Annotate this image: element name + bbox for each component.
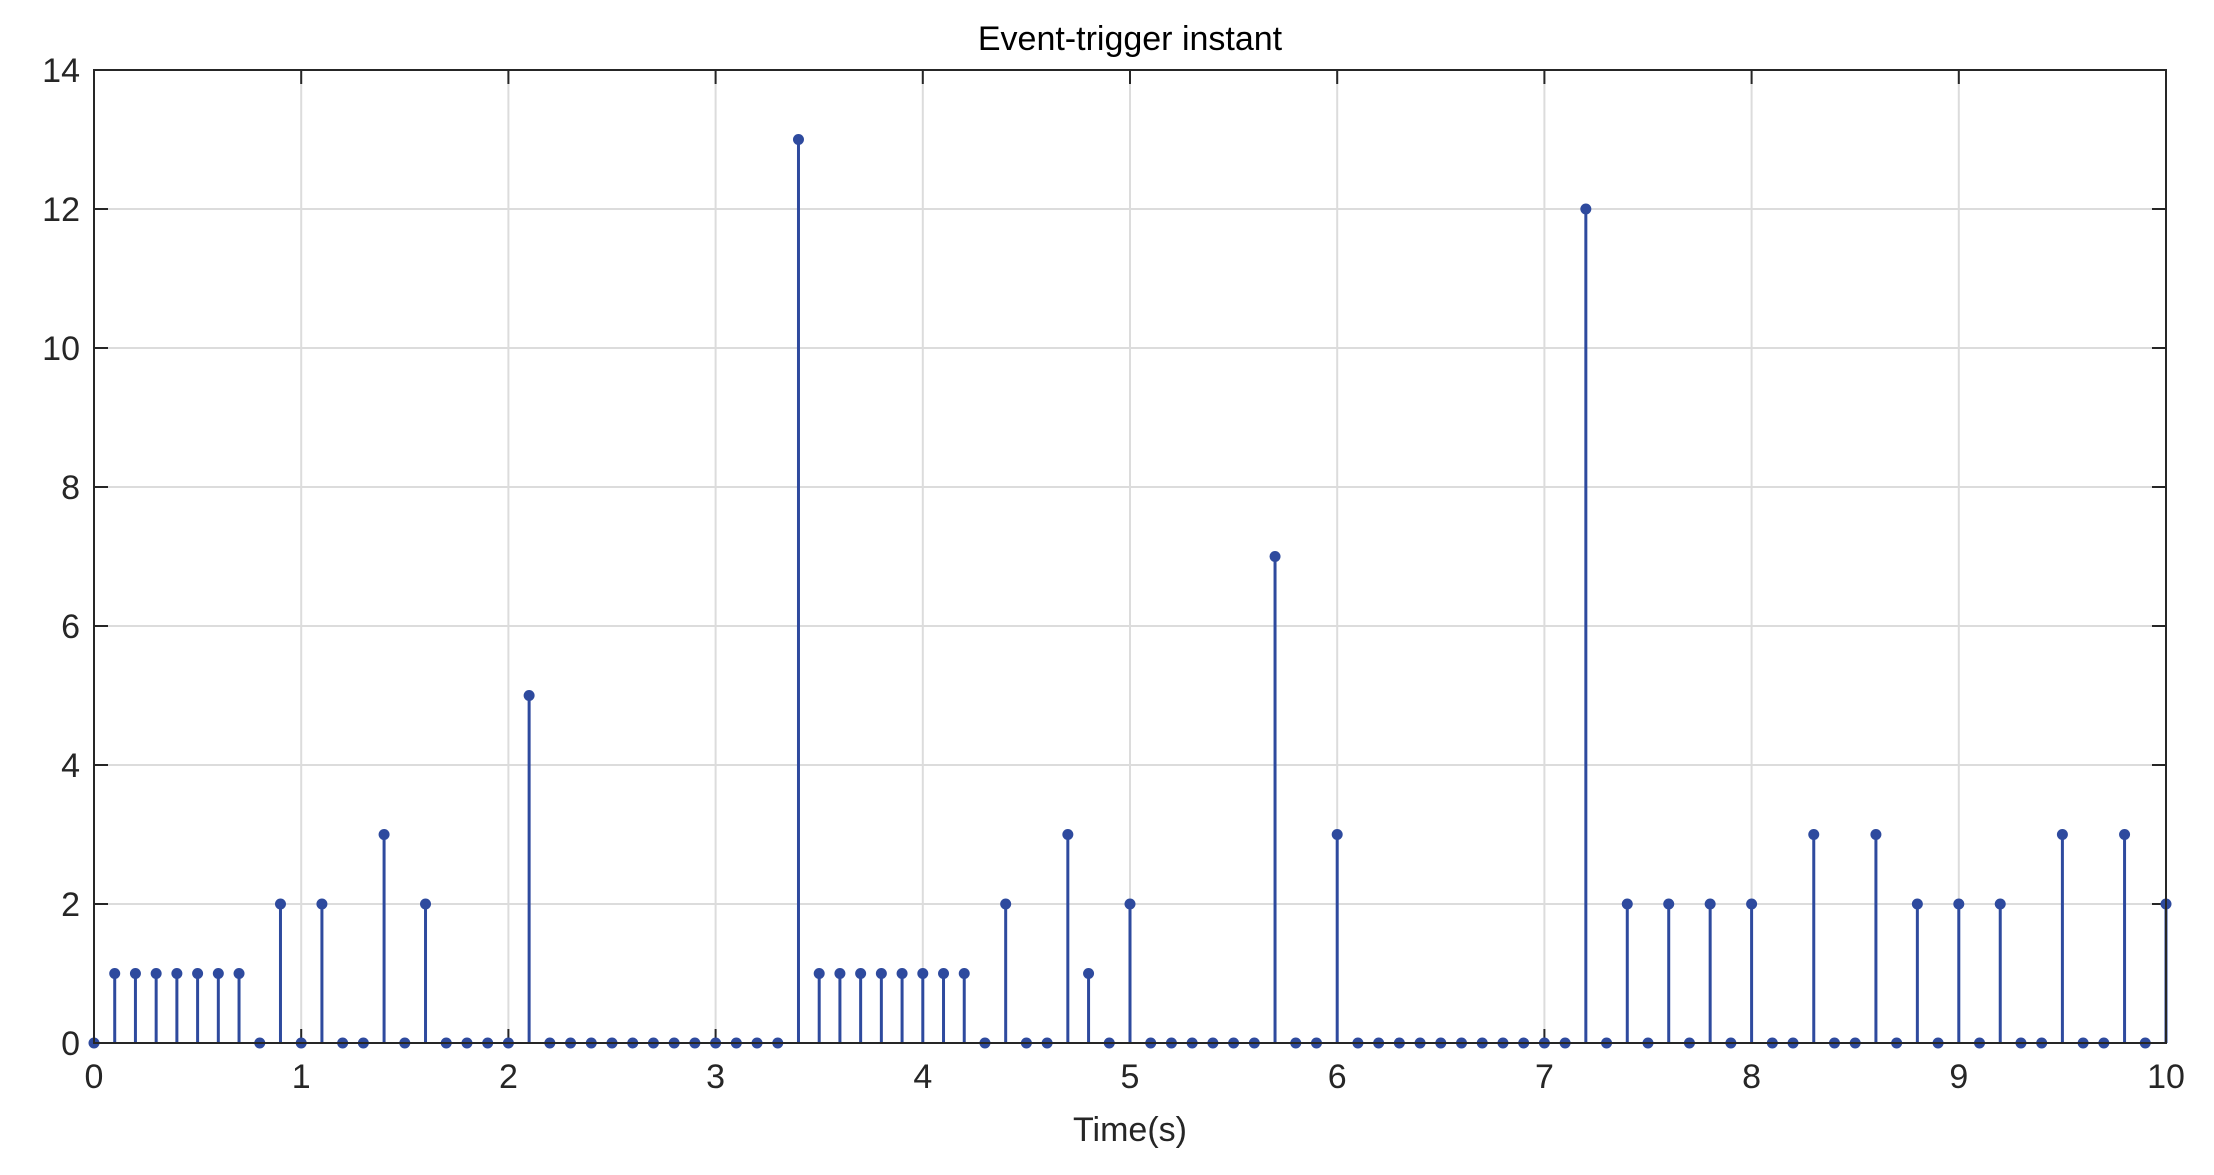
y-tick-label: 0 [61, 1025, 80, 1063]
stem-marker [938, 968, 950, 979]
stem-marker [958, 968, 970, 979]
stem-marker [129, 968, 141, 979]
stem-marker [792, 134, 804, 145]
x-tick-label: 10 [2147, 1058, 2185, 1096]
stem-marker [1911, 898, 1923, 910]
y-tick-label: 10 [42, 330, 80, 368]
x-tick-label: 2 [499, 1058, 518, 1096]
stem-marker [1808, 829, 1820, 840]
x-tick-label: 1 [292, 1058, 311, 1096]
y-tick-label: 12 [42, 191, 80, 229]
stem-marker [378, 829, 390, 840]
stem-marker [1269, 551, 1281, 562]
stem-marker [1704, 898, 1716, 910]
stem-marker [212, 968, 224, 979]
stem-marker [1124, 898, 1136, 910]
stem-marker [1621, 898, 1633, 910]
stem-marker [2056, 829, 2068, 840]
stem-marker [1870, 829, 1882, 840]
x-axis-label: Time(s) [1073, 1111, 1187, 1149]
stem-marker [150, 968, 162, 979]
stem-marker [1663, 898, 1675, 910]
y-tick-label: 2 [61, 886, 80, 924]
stem-marker [896, 968, 908, 979]
stem-marker [813, 968, 825, 979]
stem-marker [1580, 203, 1592, 215]
stem-marker [316, 898, 328, 910]
stem-marker [834, 968, 846, 979]
stem-marker [917, 968, 929, 979]
stem-marker [855, 968, 867, 979]
stem-marker [109, 968, 121, 979]
stem-marker [523, 690, 535, 701]
plot-frame [93, 69, 2167, 1044]
x-tick-label: 0 [85, 1058, 104, 1096]
stem-marker [192, 968, 204, 979]
stem-marker [1331, 829, 1343, 840]
stem-marker [2119, 829, 2131, 840]
stem-marker [171, 968, 183, 979]
x-tick-label: 3 [706, 1058, 725, 1096]
stem-marker [1000, 898, 1012, 910]
stem-marker [1953, 898, 1965, 910]
x-tick-label: 7 [1535, 1058, 1554, 1096]
x-tick-label: 4 [913, 1058, 932, 1096]
stem-marker [1062, 829, 1074, 840]
stem-marker [233, 968, 245, 979]
y-tick-label: 6 [61, 608, 80, 646]
y-tick-label: 4 [61, 747, 80, 785]
x-tick-label: 9 [1949, 1058, 1968, 1096]
stem-marker [1746, 898, 1758, 910]
stem-marker [274, 898, 286, 910]
y-tick-label: 8 [61, 469, 80, 507]
stem-layer [88, 134, 2172, 1049]
chart-title: Event-trigger instant [978, 20, 1283, 58]
x-tick-label: 8 [1742, 1058, 1761, 1096]
stem-marker [1994, 898, 2006, 910]
stem-marker [875, 968, 887, 979]
stem-marker [1083, 968, 1095, 979]
stem-marker [420, 898, 432, 910]
grid-layer [94, 70, 2166, 1043]
x-tick-label: 6 [1328, 1058, 1347, 1096]
x-tick-label: 5 [1121, 1058, 1140, 1096]
y-tick-label: 14 [42, 52, 80, 90]
